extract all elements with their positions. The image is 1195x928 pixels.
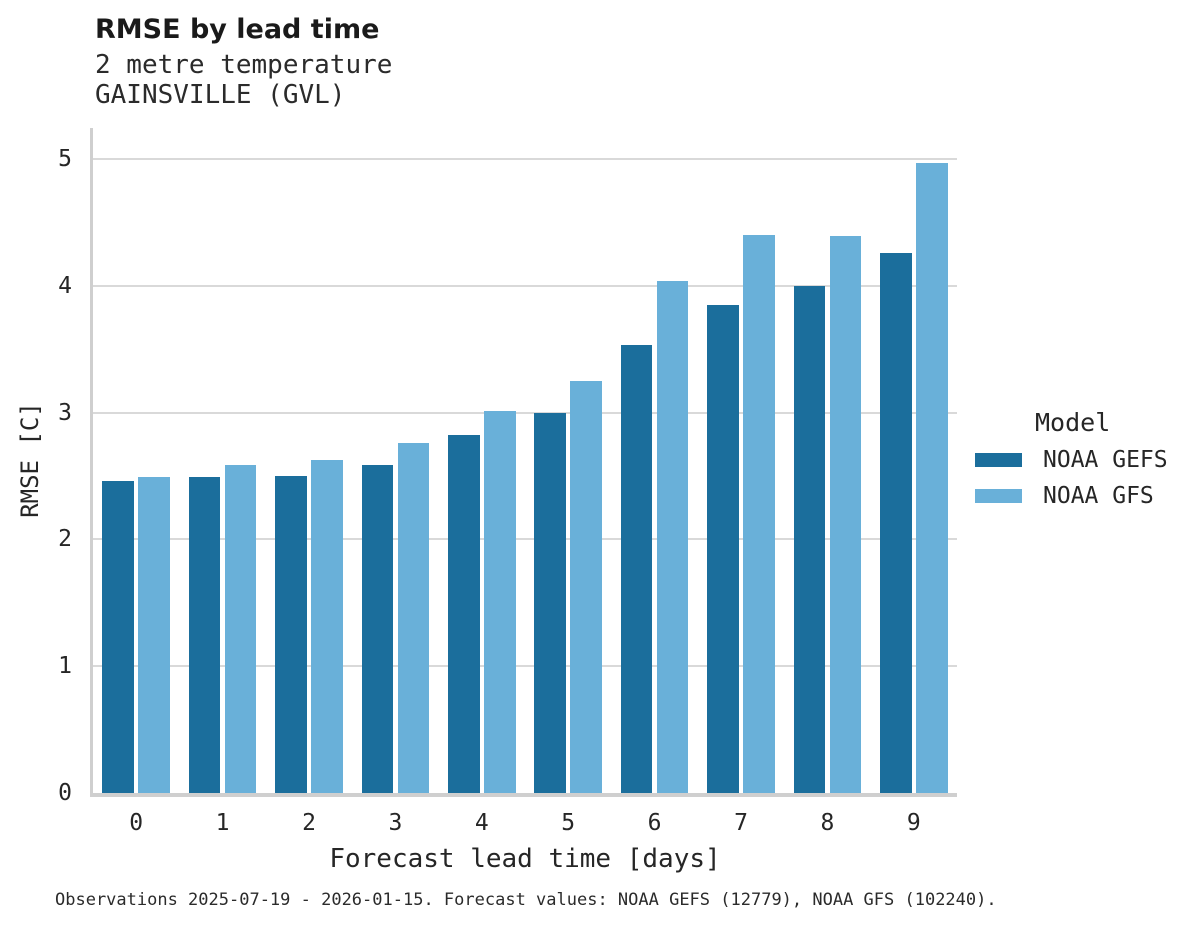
x-tick-label-4: 4 xyxy=(474,810,489,836)
bar-noaa-gefs-day-6 xyxy=(620,345,653,793)
legend-noaa-gfs-swatch xyxy=(975,489,1022,503)
chart-subtitle-line1: 2 metre temperature xyxy=(95,50,393,80)
bar-noaa-gfs-day-0 xyxy=(138,477,170,793)
x-tick-label-9: 9 xyxy=(906,810,921,836)
bar-noaa-gefs-day-2 xyxy=(275,476,307,793)
bar-noaa-gefs-day-1 xyxy=(188,477,221,793)
y-axis-spine xyxy=(90,128,93,797)
chart-subtitle-line2: GAINSVILLE (GVL) xyxy=(95,80,346,110)
bar-noaa-gefs-day-9 xyxy=(880,252,912,793)
bar-noaa-gefs-day-8 xyxy=(793,285,826,793)
chart-title: RMSE by lead time xyxy=(95,14,380,45)
y-tick-label-4: 4 xyxy=(58,272,72,299)
y-tick-label-0: 0 xyxy=(58,780,72,806)
x-tick-label-1: 1 xyxy=(215,810,230,836)
legend-row-noaa-gfs: NOAA GFS xyxy=(975,482,1168,510)
bar-noaa-gefs-day-3 xyxy=(361,464,394,793)
bar-noaa-gfs-day-3 xyxy=(397,443,430,793)
gridline-y-2 xyxy=(93,538,957,541)
x-tick-label-8: 8 xyxy=(820,810,835,836)
legend-title: Model xyxy=(1035,408,1111,437)
legend: Model NOAA GEFS NOAA GFS xyxy=(975,408,1168,510)
plot-area xyxy=(90,128,957,797)
bar-noaa-gfs-day-2 xyxy=(311,459,343,793)
y-tick-label-5: 5 xyxy=(58,146,72,172)
x-tick-label-7: 7 xyxy=(734,810,748,836)
x-tick-labels: 0 1 2 3 4 5 6 7 8 9 xyxy=(93,808,957,838)
bar-noaa-gfs-day-8 xyxy=(829,236,862,793)
legend-row-noaa-gefs: NOAA GEFS xyxy=(975,446,1168,474)
y-tick-label-3: 3 xyxy=(58,399,72,426)
legend-noaa-gefs-label: NOAA GEFS xyxy=(1043,447,1168,473)
bar-noaa-gfs-day-9 xyxy=(916,162,948,793)
y-tick-label-2: 2 xyxy=(58,526,72,553)
bar-noaa-gefs-day-4 xyxy=(448,435,480,793)
legend-noaa-gefs-swatch xyxy=(975,453,1022,467)
x-tick-label-6: 6 xyxy=(647,810,662,836)
gridline-y-4 xyxy=(93,284,957,287)
bar-noaa-gfs-day-1 xyxy=(224,464,257,793)
bar-noaa-gefs-day-7 xyxy=(707,304,739,793)
bar-noaa-gefs-day-0 xyxy=(102,481,134,793)
bar-noaa-gfs-day-6 xyxy=(656,280,689,793)
bar-noaa-gefs-day-5 xyxy=(534,412,566,793)
x-tick-label-3: 3 xyxy=(388,810,403,836)
caption: Observations 2025-07-19 - 2026-01-15. Fo… xyxy=(55,890,997,910)
chart-subtitle: 2 metre temperature GAINSVILLE (GVL) xyxy=(95,50,392,110)
bar-noaa-gfs-day-7 xyxy=(743,235,775,793)
gridline-y-3 xyxy=(93,411,957,414)
bar-noaa-gfs-day-4 xyxy=(484,411,516,793)
y-tick-labels: 0 1 2 3 4 5 xyxy=(0,128,72,806)
legend-noaa-gfs-label: NOAA GFS xyxy=(1043,483,1154,509)
gridline-y-1 xyxy=(93,665,957,668)
x-tick-label-2: 2 xyxy=(302,810,316,836)
gridline-y-5 xyxy=(93,158,957,160)
x-axis-title: Forecast lead time [days] xyxy=(329,844,721,874)
x-tick-label-0: 0 xyxy=(129,810,144,836)
bar-noaa-gfs-day-5 xyxy=(570,380,602,793)
x-axis-spine xyxy=(90,793,957,797)
x-tick-label-5: 5 xyxy=(561,810,576,836)
y-tick-label-1: 1 xyxy=(58,653,72,680)
